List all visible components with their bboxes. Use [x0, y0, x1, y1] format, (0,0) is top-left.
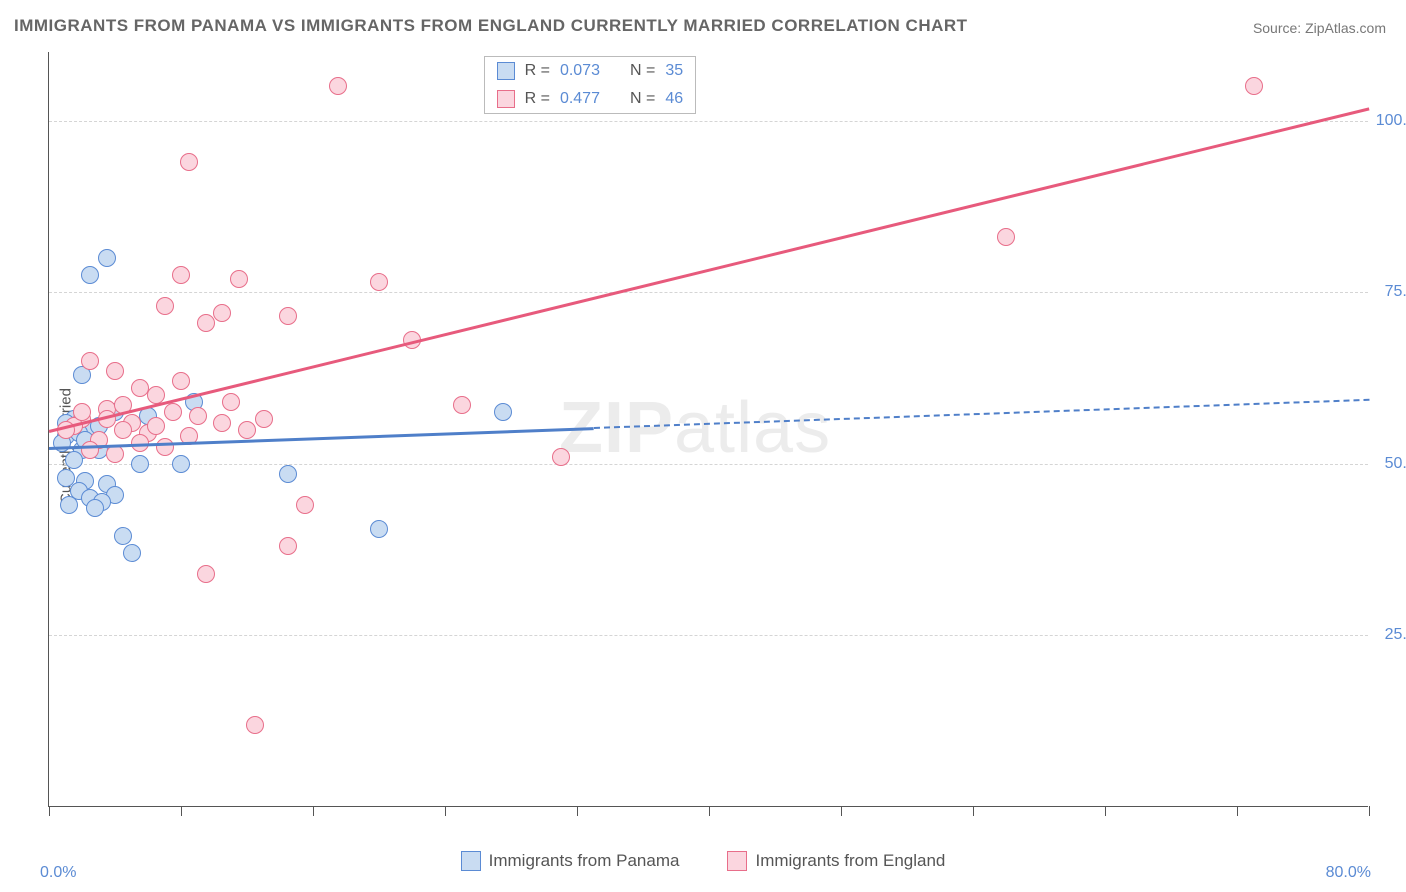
data-point-england — [238, 421, 256, 439]
data-point-panama — [60, 496, 78, 514]
data-point-england — [114, 421, 132, 439]
data-point-england — [197, 565, 215, 583]
y-tick-label: 25.0% — [1385, 626, 1406, 644]
legend-label: Immigrants from England — [755, 851, 945, 871]
data-point-england — [172, 266, 190, 284]
plot-area: ZIPatlas 25.0%50.0%75.0%100.0% — [48, 52, 1368, 807]
data-point-panama — [172, 455, 190, 473]
correlation-legend: R = 0.073 N = 35 R = 0.477 N = 46 — [484, 56, 697, 114]
data-point-england — [164, 403, 182, 421]
r-value: 0.073 — [560, 62, 600, 80]
x-tick — [577, 806, 578, 816]
data-point-england — [189, 407, 207, 425]
data-point-england — [997, 228, 1015, 246]
legend-swatch-england — [727, 851, 747, 871]
trend-line-panama-extrapolated — [593, 399, 1369, 429]
r-label: R = — [525, 62, 550, 80]
data-point-england — [106, 362, 124, 380]
data-point-england — [73, 403, 91, 421]
y-tick-label: 100.0% — [1376, 112, 1406, 130]
legend-swatch-panama — [497, 62, 515, 80]
data-point-england — [279, 537, 297, 555]
legend-swatch-panama — [461, 851, 481, 871]
data-point-england — [131, 379, 149, 397]
data-point-panama — [65, 451, 83, 469]
legend-swatch-england — [497, 90, 515, 108]
data-point-panama — [494, 403, 512, 421]
trend-line-england — [49, 107, 1370, 433]
chart-title: IMMIGRANTS FROM PANAMA VS IMMIGRANTS FRO… — [14, 16, 968, 36]
data-point-panama — [86, 499, 104, 517]
data-point-england — [329, 77, 347, 95]
x-tick — [1237, 806, 1238, 816]
x-tick — [709, 806, 710, 816]
n-value: 46 — [665, 90, 683, 108]
r-value: 0.477 — [560, 90, 600, 108]
x-tick — [841, 806, 842, 816]
x-tick — [445, 806, 446, 816]
data-point-england — [172, 372, 190, 390]
legend-item-panama: Immigrants from Panama — [461, 851, 680, 871]
data-point-panama — [123, 544, 141, 562]
data-point-england — [81, 441, 99, 459]
data-point-england — [552, 448, 570, 466]
x-tick — [1105, 806, 1106, 816]
source-label: Source: ZipAtlas.com — [1253, 20, 1386, 36]
data-point-england — [255, 410, 273, 428]
legend-item-england: Immigrants from England — [727, 851, 945, 871]
correlation-legend-row-england: R = 0.477 N = 46 — [485, 85, 696, 113]
n-value: 35 — [665, 62, 683, 80]
gridline-h — [49, 635, 1368, 636]
data-point-england — [197, 314, 215, 332]
data-point-england — [180, 153, 198, 171]
data-point-panama — [370, 520, 388, 538]
x-tick — [49, 806, 50, 816]
gridline-h — [49, 464, 1368, 465]
y-tick-label: 75.0% — [1385, 283, 1406, 301]
watermark-thin: atlas — [674, 388, 831, 468]
data-point-panama — [81, 266, 99, 284]
data-point-england — [213, 304, 231, 322]
legend-label: Immigrants from Panama — [489, 851, 680, 871]
data-point-england — [147, 417, 165, 435]
x-tick — [181, 806, 182, 816]
data-point-panama — [131, 455, 149, 473]
gridline-h — [49, 121, 1368, 122]
series-legend: Immigrants from Panama Immigrants from En… — [0, 851, 1406, 876]
data-point-england — [81, 352, 99, 370]
data-point-england — [222, 393, 240, 411]
data-point-england — [1245, 77, 1263, 95]
data-point-england — [246, 716, 264, 734]
data-point-england — [296, 496, 314, 514]
correlation-legend-row-panama: R = 0.073 N = 35 — [485, 57, 696, 85]
n-label: N = — [630, 62, 655, 80]
r-label: R = — [525, 90, 550, 108]
data-point-england — [213, 414, 231, 432]
x-tick — [1369, 806, 1370, 816]
x-tick — [973, 806, 974, 816]
data-point-england — [156, 438, 174, 456]
data-point-england — [230, 270, 248, 288]
gridline-h — [49, 292, 1368, 293]
data-point-panama — [98, 249, 116, 267]
data-point-england — [156, 297, 174, 315]
x-tick — [313, 806, 314, 816]
data-point-panama — [114, 527, 132, 545]
data-point-england — [370, 273, 388, 291]
data-point-england — [453, 396, 471, 414]
chart-container: IMMIGRANTS FROM PANAMA VS IMMIGRANTS FRO… — [0, 0, 1406, 892]
n-label: N = — [630, 90, 655, 108]
data-point-england — [279, 307, 297, 325]
y-tick-label: 50.0% — [1385, 455, 1406, 473]
data-point-panama — [279, 465, 297, 483]
